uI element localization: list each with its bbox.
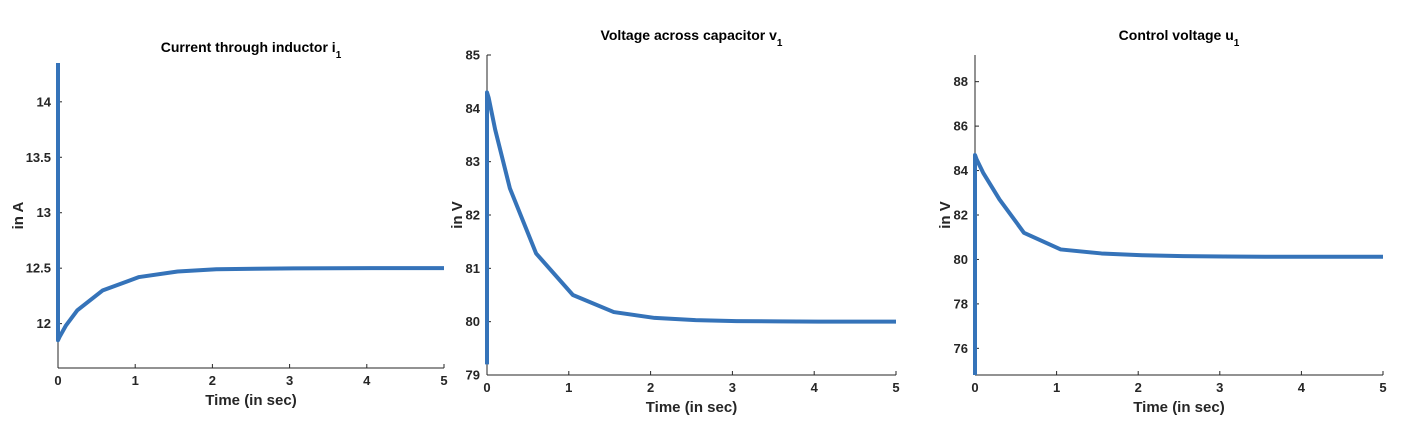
x-tick-label: 4	[811, 380, 819, 395]
x-tick-label: 5	[1379, 380, 1386, 395]
x-tick-label: 4	[363, 373, 371, 388]
x-tick-label: 0	[483, 380, 490, 395]
x-tick-label: 3	[286, 373, 293, 388]
y-tick-label: 82	[466, 208, 480, 223]
y-tick-label: 80	[954, 252, 968, 267]
y-tick-label: 12.5	[26, 261, 51, 276]
x-tick-label: 1	[1053, 380, 1060, 395]
x-tick-label: 2	[209, 373, 216, 388]
chart-title-subscript: 1	[1234, 38, 1240, 49]
y-tick-label: 84	[466, 101, 481, 116]
chart-title-main: Current through inductor i	[161, 39, 336, 55]
chart-title: Current through inductor i1	[161, 39, 342, 61]
x-axis-label: Time (in sec)	[205, 392, 296, 409]
chart-title-main: Control voltage u	[1119, 27, 1234, 43]
x-tick-label: 1	[565, 380, 572, 395]
x-tick-label: 0	[971, 380, 978, 395]
y-tick-label: 88	[954, 74, 968, 89]
y-tick-label: 85	[466, 48, 480, 63]
series-line	[973, 153, 1383, 375]
y-tick-label: 13.5	[26, 150, 51, 165]
y-tick-label: 84	[954, 163, 969, 178]
x-axis-label: Time (in sec)	[646, 399, 737, 416]
y-tick-label: 83	[466, 154, 480, 169]
y-tick-label: 79	[466, 368, 480, 383]
series-line	[56, 63, 444, 343]
y-tick-label: 12	[37, 316, 51, 331]
chart-title: Control voltage u1	[1119, 27, 1240, 49]
y-tick-label: 76	[954, 341, 968, 356]
y-tick-label: 14	[37, 94, 52, 109]
chart-title-subscript: 1	[336, 50, 342, 61]
x-tick-label: 2	[1135, 380, 1142, 395]
x-tick-label: 0	[54, 373, 61, 388]
chart-title-subscript: 1	[777, 38, 783, 49]
y-tick-label: 13	[37, 205, 51, 220]
x-tick-label: 5	[440, 373, 447, 388]
y-axis-label: in A	[10, 201, 27, 229]
chart-title: Voltage across capacitor v1	[601, 27, 783, 49]
x-tick-label: 2	[647, 380, 654, 395]
y-axis-label: in V	[449, 201, 466, 229]
y-tick-label: 80	[466, 314, 480, 329]
y-axis-label: in V	[937, 201, 954, 229]
x-tick-label: 3	[729, 380, 736, 395]
x-tick-label: 4	[1298, 380, 1306, 395]
x-tick-label: 5	[892, 380, 899, 395]
chart-title-main: Voltage across capacitor v	[601, 27, 778, 43]
x-axis-label: Time (in sec)	[1133, 399, 1224, 416]
y-tick-label: 81	[466, 261, 480, 276]
y-tick-label: 86	[954, 119, 968, 134]
y-tick-label: 78	[954, 296, 968, 311]
x-tick-label: 1	[132, 373, 139, 388]
y-tick-label: 82	[954, 208, 968, 223]
chart-2: 0 1 2 3 4 5 79 80 81 82 83 84 85 Voltage across capac…	[449, 27, 900, 416]
x-tick-label: 3	[1216, 380, 1223, 395]
series-line	[485, 90, 896, 365]
